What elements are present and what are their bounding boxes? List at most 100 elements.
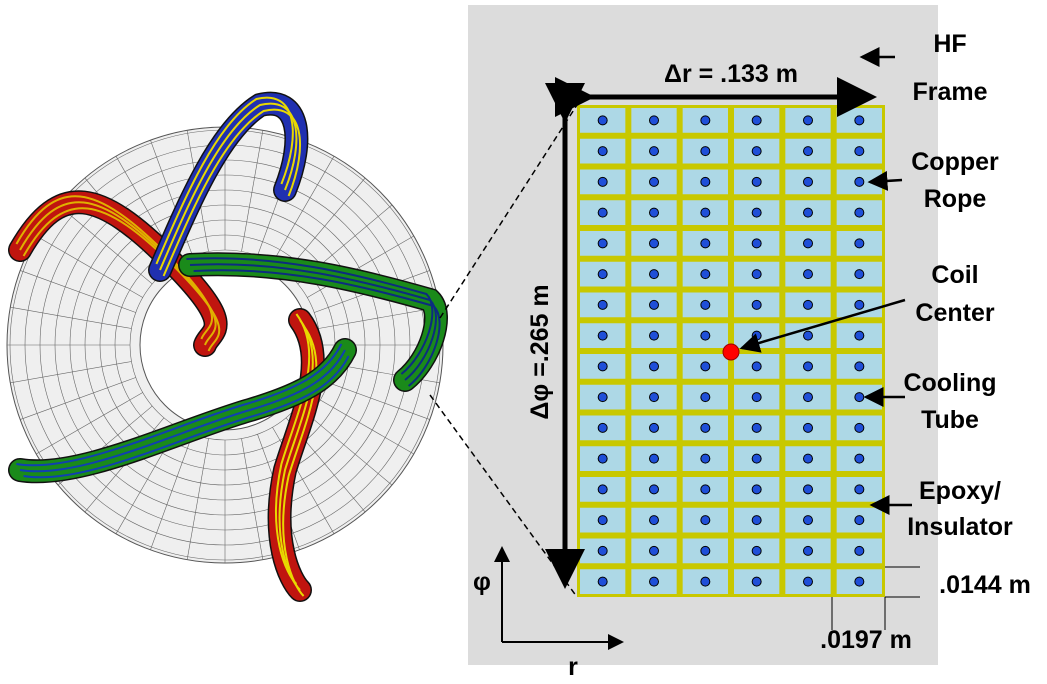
cooling-tube: [804, 208, 813, 217]
cooling-tube: [855, 147, 864, 156]
cooling-tube: [804, 362, 813, 371]
cooling-tube: [598, 331, 607, 340]
cooling-tube: [650, 546, 659, 555]
cooling-tube: [650, 147, 659, 156]
cooling-tube: [804, 300, 813, 309]
r-axis-label: r: [568, 653, 578, 679]
cell-width-label: .0197 m: [820, 626, 912, 654]
cooling-tube: [598, 177, 607, 186]
cooling-tube: [855, 208, 864, 217]
cooling-tube: [855, 116, 864, 125]
cooling-tube: [855, 516, 864, 525]
cooling-tube: [855, 177, 864, 186]
cooling-tube: [701, 300, 710, 309]
cooling-tube: [650, 116, 659, 125]
cooling-tube: [650, 270, 659, 279]
cooling-tube: [855, 362, 864, 371]
cooling-tube: [752, 577, 761, 586]
cooling-tube: [855, 577, 864, 586]
cooling-tube: [701, 393, 710, 402]
cell-height-label: .0144 m: [939, 571, 1031, 599]
cooling-tube: [855, 239, 864, 248]
cooling-tube: [804, 577, 813, 586]
cooling-tube: [752, 239, 761, 248]
cooling-tube: [752, 208, 761, 217]
cooling-tube: [752, 546, 761, 555]
delta-r-label: Δr = .133 m: [664, 60, 798, 88]
cooling-tube: [598, 393, 607, 402]
cooling-tube: [752, 485, 761, 494]
cooling-tube: [650, 208, 659, 217]
cooling-tube: [650, 393, 659, 402]
cooling-tube: [701, 485, 710, 494]
cooling-tube: [650, 485, 659, 494]
delta-phi-label: Δφ =.265 m: [526, 284, 554, 419]
cooling-tube: [650, 423, 659, 432]
cooling-tube: [701, 362, 710, 371]
cooling-tube: [855, 454, 864, 463]
cooling-tube: [752, 300, 761, 309]
cooling-tube: [752, 270, 761, 279]
cooling-tube: [855, 546, 864, 555]
cooling-tube: [701, 331, 710, 340]
cooling-tube: [598, 208, 607, 217]
coil-center-dot: [723, 344, 739, 360]
diagram: Δr = .133 m Δφ =.265 m HFFrame CopperRop…: [0, 0, 1047, 679]
cooling-tube: [650, 516, 659, 525]
cooling-tube: [598, 546, 607, 555]
cooling-tube: [855, 331, 864, 340]
cooling-tube: [855, 393, 864, 402]
cooling-tube: [804, 239, 813, 248]
cooling-tube: [701, 116, 710, 125]
cooling-tube: [598, 516, 607, 525]
cooling-tube: [804, 393, 813, 402]
cooling-tube: [701, 516, 710, 525]
cooling-tube: [650, 454, 659, 463]
cooling-tube: [701, 577, 710, 586]
cooling-tube: [804, 147, 813, 156]
cooling-tube: [650, 177, 659, 186]
cooling-tube: [804, 270, 813, 279]
cooling-tube: [650, 239, 659, 248]
cooling-tube: [701, 147, 710, 156]
cooling-tube: [804, 516, 813, 525]
cooling-tube: [598, 362, 607, 371]
cooling-tube: [650, 577, 659, 586]
cooling-tube: [598, 577, 607, 586]
cooling-tube: [752, 177, 761, 186]
cooling-tube: [650, 331, 659, 340]
cooling-tube: [598, 454, 607, 463]
cooling-tube: [752, 454, 761, 463]
cooling-tube: [701, 177, 710, 186]
cooling-tube: [752, 116, 761, 125]
cooling-tube: [598, 485, 607, 494]
cooling-tube: [598, 270, 607, 279]
cooling-tube: [804, 177, 813, 186]
cooling-tube: [804, 423, 813, 432]
cooling-tube: [804, 485, 813, 494]
cooling-tube: [701, 208, 710, 217]
cooling-tube: [752, 423, 761, 432]
cooling-tube: [598, 147, 607, 156]
torus-illustration: [7, 98, 443, 596]
cooling-tube: [701, 423, 710, 432]
cooling-tube: [752, 362, 761, 371]
cooling-tube: [855, 423, 864, 432]
cooling-tube: [598, 423, 607, 432]
cooling-tube: [650, 362, 659, 371]
cooling-tube: [650, 300, 659, 309]
phi-axis-label: φ: [473, 568, 491, 596]
cooling-tube: [752, 516, 761, 525]
cooling-tube: [598, 239, 607, 248]
cooling-tube: [855, 270, 864, 279]
cooling-tube: [701, 454, 710, 463]
cooling-tube: [752, 331, 761, 340]
cooling-tube: [701, 546, 710, 555]
cooling-tube: [598, 116, 607, 125]
cooling-tube: [701, 270, 710, 279]
cooling-tube: [752, 393, 761, 402]
cooling-tube: [752, 147, 761, 156]
cooling-tube: [855, 300, 864, 309]
cooling-tube: [804, 546, 813, 555]
cooling-tube: [804, 331, 813, 340]
